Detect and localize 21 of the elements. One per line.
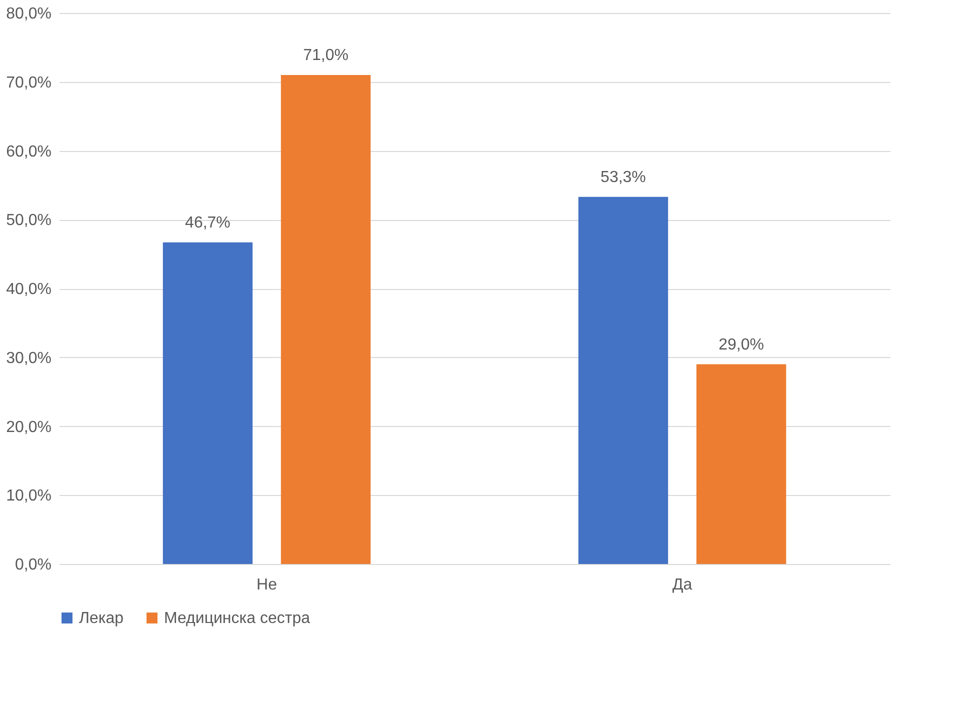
y-tick-label: 60,0% <box>6 143 52 160</box>
y-tick-label: 40,0% <box>6 281 52 298</box>
y-tick-label: 80,0% <box>6 6 52 22</box>
bar <box>696 364 786 564</box>
data-label: 53,3% <box>600 168 646 186</box>
data-label: 29,0% <box>718 336 764 354</box>
bar <box>162 242 253 564</box>
legend-label: Медицинска сестра <box>164 610 310 627</box>
data-label: 46,7% <box>185 214 230 232</box>
y-tick-label: 10,0% <box>6 488 52 505</box>
x-tick-label: Не <box>256 576 278 594</box>
bar <box>578 196 668 564</box>
legend-label: Лекар <box>79 610 124 627</box>
y-tick-label: 30,0% <box>6 350 52 367</box>
y-tick-label: 0,0% <box>15 556 52 574</box>
y-tick-label: 70,0% <box>6 74 52 92</box>
y-tick-label: 20,0% <box>6 418 52 436</box>
y-tick-label: 50,0% <box>6 212 52 230</box>
data-label: 71,0% <box>303 46 348 64</box>
bar <box>280 74 371 564</box>
x-tick-label: Да <box>672 576 692 594</box>
